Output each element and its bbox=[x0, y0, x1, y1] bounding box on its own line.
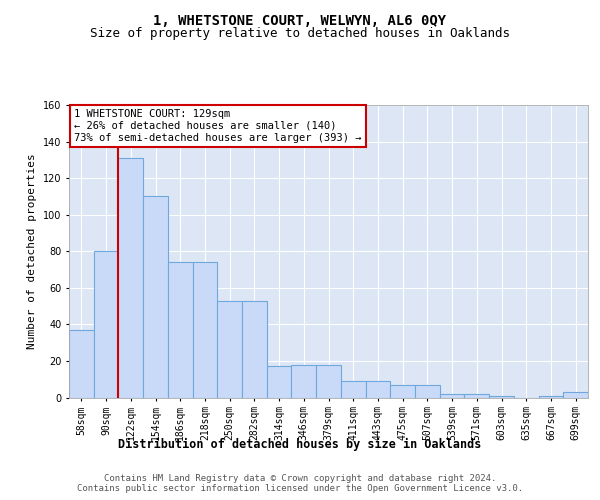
Bar bbox=[440, 394, 464, 398]
Bar bbox=[69, 330, 94, 398]
Y-axis label: Number of detached properties: Number of detached properties bbox=[28, 154, 37, 349]
Bar bbox=[489, 396, 514, 398]
Bar bbox=[316, 364, 341, 398]
Bar bbox=[563, 392, 588, 398]
Bar bbox=[464, 394, 489, 398]
Bar bbox=[242, 300, 267, 398]
Text: Contains HM Land Registry data © Crown copyright and database right 2024.
Contai: Contains HM Land Registry data © Crown c… bbox=[77, 474, 523, 494]
Bar bbox=[415, 384, 440, 398]
Bar bbox=[217, 300, 242, 398]
Bar bbox=[143, 196, 168, 398]
Bar bbox=[168, 262, 193, 398]
Bar bbox=[193, 262, 217, 398]
Text: 1 WHETSTONE COURT: 129sqm
← 26% of detached houses are smaller (140)
73% of semi: 1 WHETSTONE COURT: 129sqm ← 26% of detac… bbox=[74, 110, 362, 142]
Bar bbox=[94, 252, 118, 398]
Bar bbox=[390, 384, 415, 398]
Bar bbox=[118, 158, 143, 398]
Text: Distribution of detached houses by size in Oaklands: Distribution of detached houses by size … bbox=[118, 438, 482, 450]
Text: Size of property relative to detached houses in Oaklands: Size of property relative to detached ho… bbox=[90, 28, 510, 40]
Bar bbox=[267, 366, 292, 398]
Bar bbox=[539, 396, 563, 398]
Bar bbox=[341, 381, 365, 398]
Bar bbox=[365, 381, 390, 398]
Text: 1, WHETSTONE COURT, WELWYN, AL6 0QY: 1, WHETSTONE COURT, WELWYN, AL6 0QY bbox=[154, 14, 446, 28]
Bar bbox=[292, 364, 316, 398]
